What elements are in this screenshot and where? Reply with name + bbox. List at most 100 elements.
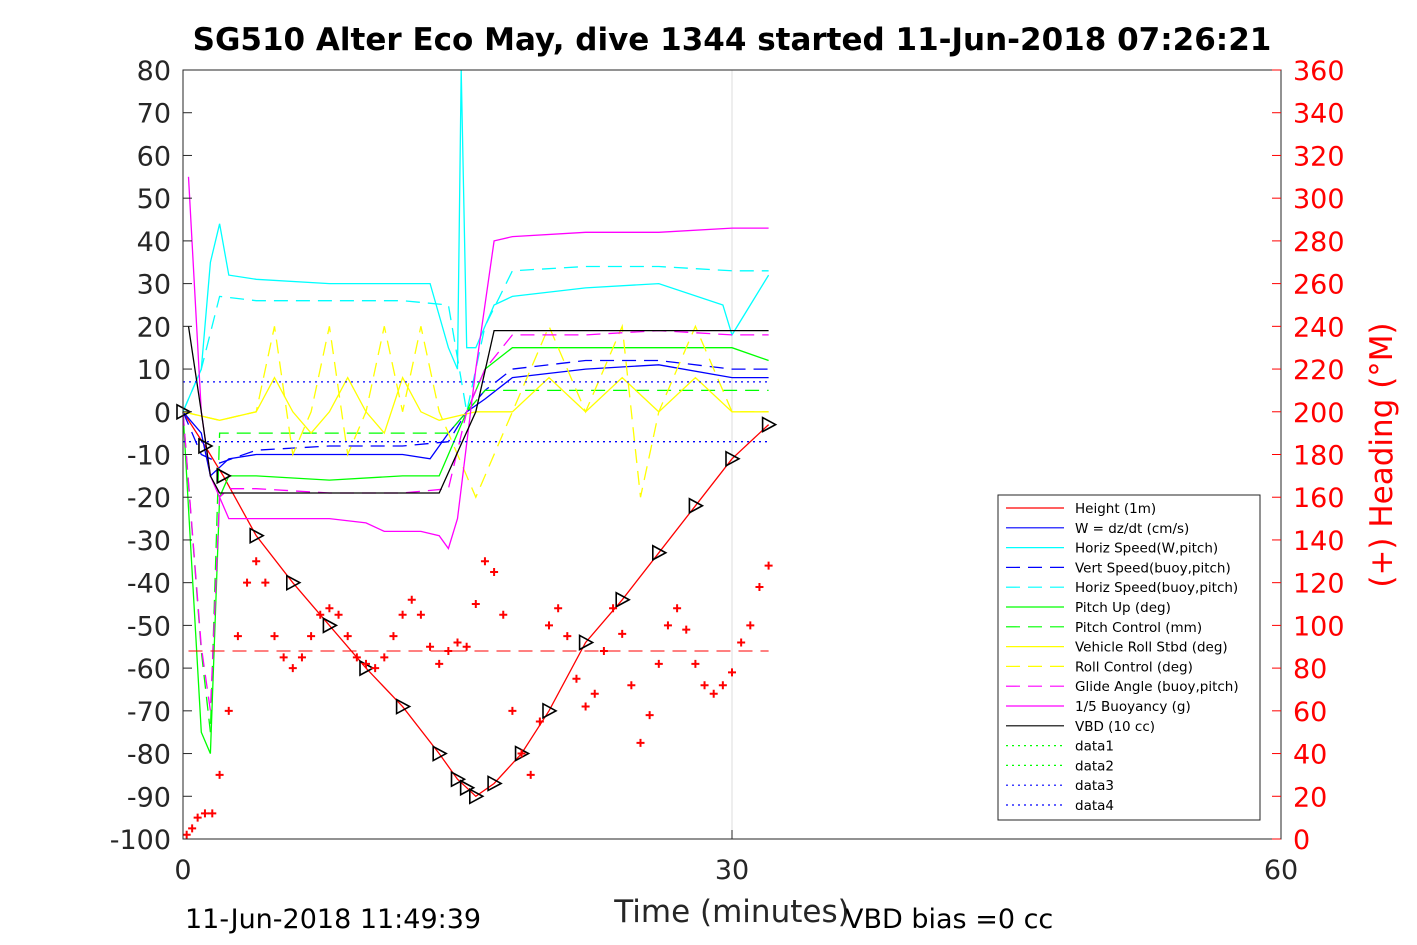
height-triangle-marker [761,416,778,433]
series-line-4 [182,265,769,413]
series-line-1 [182,364,769,478]
left-tick-label: 40 [137,227,171,258]
heading-plus-marker [764,561,773,570]
heading-plus-marker [499,610,508,619]
left-tick-label: -90 [127,782,171,813]
height-triangle-marker [285,574,302,592]
left-tick-label: -100 [110,825,171,856]
heading-plus-marker [362,659,370,668]
left-tick-label: 50 [137,184,171,215]
x-tick-label: 0 [174,855,191,886]
legend-entry-14: data3 [1075,778,1114,794]
series-line-3 [182,359,769,464]
heading-plus-marker [636,738,645,747]
heading-plus-marker [407,595,416,604]
height-triangle-marker [322,617,339,634]
heading-plus-marker [435,659,444,668]
right-tick-label: 0 [1293,825,1310,856]
heading-plus-marker [645,711,654,720]
height-triangle-marker [459,779,476,797]
right-tick-label: 200 [1293,398,1345,429]
right-tick-label: 100 [1293,611,1345,642]
heading-plus-marker [480,557,489,566]
right-tick-label: 340 [1293,99,1345,130]
heading-plus-marker [673,604,682,613]
heading-plus-marker [371,664,380,673]
heading-plus-marker [737,638,746,647]
left-axis: 80 70 60 50 40 30 20 10 0 -10 -20 -30 -40 -50 -60 -70 -8… [110,56,192,856]
heading-plus-marker [572,674,581,683]
heading-plus-marker [526,770,535,779]
right-tick-label: 60 [1293,697,1327,728]
legend-entry-12: data1 [1075,739,1114,755]
legend-entry-15: data4 [1075,798,1114,814]
heading-plus-marker [307,632,316,641]
right-tick-label: 160 [1293,483,1345,514]
legend-entry-10: 1/5 Buoyancy (g) [1075,699,1191,715]
legend-entry-5: Pitch Up (deg) [1075,600,1171,616]
left-tick-label: 30 [137,270,171,301]
right-tick-label: 300 [1293,184,1345,215]
right-tick-label: 120 [1293,569,1345,600]
height-triangle-marker [725,450,741,468]
right-tick-label: 360 [1293,56,1345,87]
left-tick-label: -50 [127,611,171,642]
heading-plus-marker [691,659,700,668]
left-tick-label: -70 [127,697,171,728]
heading-plus-marker [288,664,297,673]
right-tick-label: 180 [1293,441,1345,472]
legend-entry-6: Pitch Control (mm) [1075,620,1202,636]
legend-entry-2: Horiz Speed(W,pitch) [1075,541,1218,557]
series-line-9 [182,329,769,711]
heading-plus-marker [334,610,343,619]
right-tick-label: 220 [1293,355,1345,386]
left-tick-label: -40 [127,569,171,600]
legend: Height (1m) W = dz/dt (cm/s) Horiz Speed(W… [997,494,1261,821]
heading-plus-marker [609,604,618,613]
right-tick-label: 320 [1293,141,1345,172]
series-line-2 [182,69,770,413]
left-tick-label: 10 [137,355,171,386]
left-tick-label: -60 [127,654,171,685]
right-tick-label: 260 [1293,270,1345,301]
legend-entry-13: data2 [1075,758,1114,774]
heading-plus-marker [517,749,526,758]
left-tick-label: -80 [127,740,171,771]
right-axis: 3603403203002802602402202001801601401201… [1272,56,1345,856]
height-triangle-marker [487,775,503,792]
heading-plus-marker [182,830,191,839]
heading-plus-marker [233,632,242,641]
height-triangle-marker [615,591,631,609]
heading-plus-marker [208,809,217,818]
legend-box [997,494,1261,821]
heading-plus-marker [654,659,663,668]
heading-plus-marker [709,689,718,698]
legend-entry-1: W = dz/dt (cm/s) [1075,521,1189,537]
left-tick-label: 80 [137,56,171,87]
heading-plus-marker [728,668,736,677]
heading-plus-marker [193,813,202,822]
height-triangle-marker [395,698,412,715]
height-triangle-marker [249,527,265,545]
heading-plus-marker [270,632,279,641]
x-axis-label: Time (minutes) [613,894,849,930]
heading-plus-marker [471,600,480,609]
heading-plus-marker [453,638,462,647]
series-line-11 [187,326,769,494]
heading-plus-marker [700,681,709,690]
heading-plus-marker [398,610,407,619]
left-tick-label: -10 [127,441,171,472]
heading-plus-marker [261,578,270,587]
legend-entry-4: Horiz Speed(buoy,pitch) [1075,580,1238,596]
heading-plus-marker [563,632,572,641]
heading-plus-marker [243,578,252,587]
legend-entry-8: Roll Control (deg) [1075,659,1193,675]
legend-entry-3: Vert Speed(buoy,pitch) [1075,560,1231,576]
legend-entry-9: Glide Angle (buoy,pitch) [1075,679,1239,695]
right-tick-label: 20 [1293,782,1327,813]
heading-plus-marker [490,567,499,576]
x-tick-label: 30 [715,855,749,886]
left-tick-label: -30 [127,526,171,557]
height-triangle-marker [198,437,214,455]
